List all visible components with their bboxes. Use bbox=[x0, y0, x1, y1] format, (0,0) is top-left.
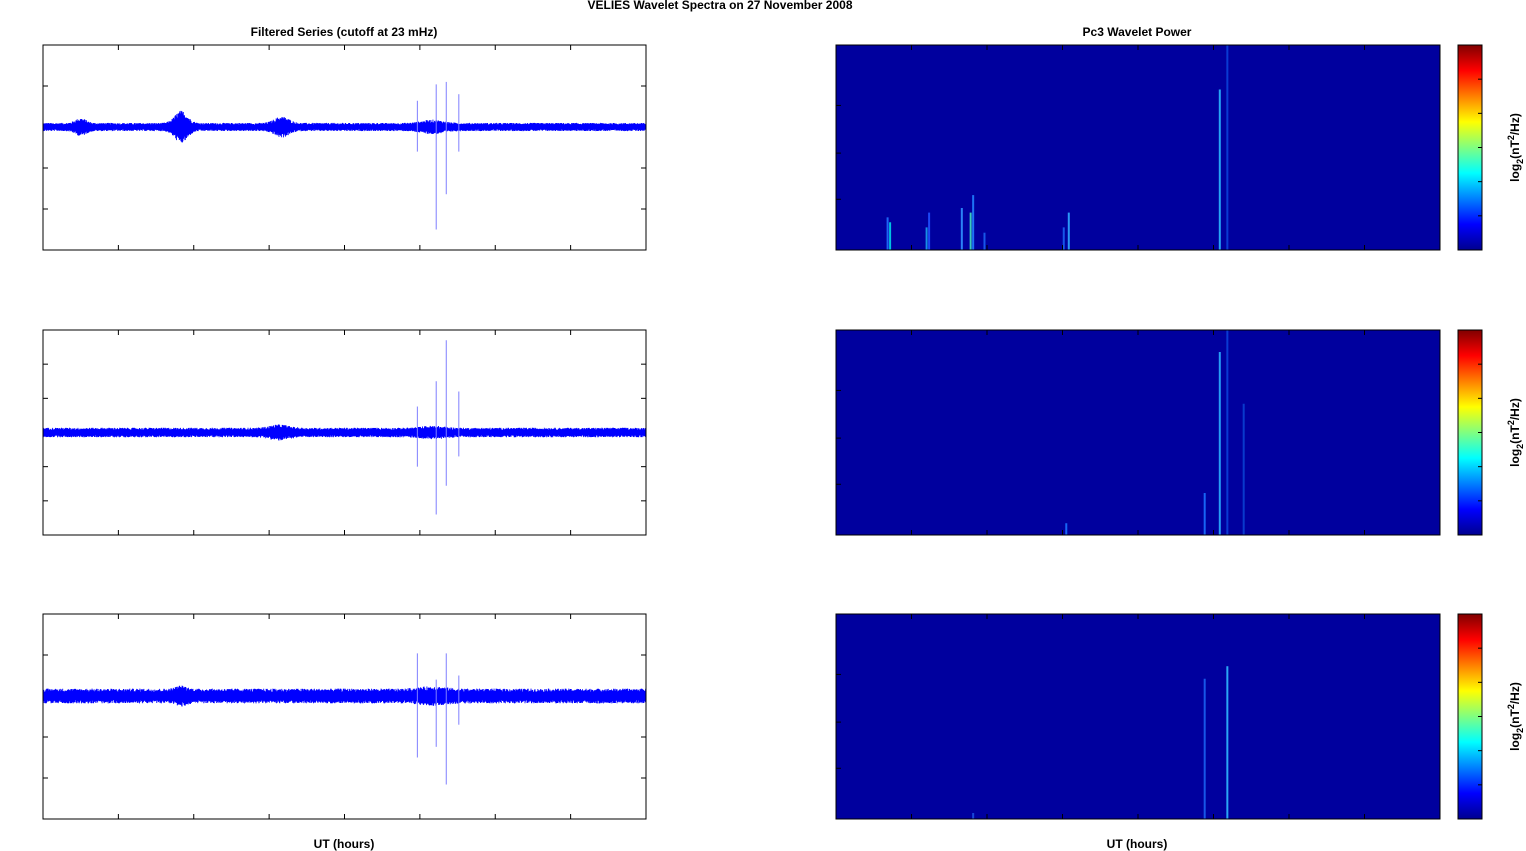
wavelet-y-heatmap-area bbox=[836, 330, 1440, 535]
wavelet-z-power-streak bbox=[1226, 666, 1229, 819]
wavelet-x-heatmap-area bbox=[836, 45, 1440, 250]
series-x-plot-area bbox=[43, 45, 646, 250]
wavelet-x-power-streak bbox=[1062, 227, 1065, 250]
wavelet-x-power-streak bbox=[925, 227, 928, 250]
wavelet-y-power-streak bbox=[1226, 330, 1229, 535]
wavelet-x-colorbar-label-part: /Hz) bbox=[1508, 113, 1522, 135]
wavelet-y-power-streak bbox=[1218, 352, 1221, 535]
wavelet-x-colorbar-label: log2(nT2/Hz) bbox=[1506, 113, 1525, 182]
wavelet-y-colorbar-label-part: 2 bbox=[1506, 420, 1516, 425]
wavelet-y-power-streak bbox=[1065, 523, 1068, 535]
wavelet-z-colorbar-label-part: 2 bbox=[1506, 704, 1516, 709]
wavelet-y-colorbar-label: log2(nT2/Hz) bbox=[1506, 398, 1525, 467]
wavelet-x-power-streak bbox=[969, 212, 972, 250]
wavelet-x-power-streak bbox=[928, 212, 931, 250]
wavelet-y-colorbar-label-part: 2 bbox=[1515, 444, 1525, 449]
wavelet-z-colorbar-label: log2(nT2/Hz) bbox=[1506, 682, 1525, 751]
wavelet-x-power-streak bbox=[889, 222, 892, 250]
wavelet-z-colorbar-label-part: 2 bbox=[1515, 728, 1525, 733]
x-axis-label-left: UT (hours) bbox=[314, 837, 375, 851]
figure-title: VELIES Wavelet Spectra on 27 November 20… bbox=[587, 0, 852, 12]
wavelet-y-colorbar-label-part: /Hz) bbox=[1508, 398, 1522, 420]
wavelet-x-power-streak bbox=[886, 217, 889, 250]
wavelet-x-power-streak bbox=[960, 208, 963, 250]
wavelet-z-colorbar-label-part: /Hz) bbox=[1508, 682, 1522, 704]
wavelet-x-colorbar-label-part: 2 bbox=[1506, 135, 1516, 140]
wavelet-x-colorbar-label-part: 2 bbox=[1515, 159, 1525, 164]
wavelet-y-power-streak bbox=[1203, 493, 1206, 535]
series-z-plot-area bbox=[43, 614, 646, 819]
wavelet-y-colorbar-label-part: (nT bbox=[1508, 425, 1522, 444]
wavelet-x-colorbar-label-part: (nT bbox=[1508, 140, 1522, 159]
right-column-title: Pc3 Wavelet Power bbox=[1083, 25, 1192, 39]
wavelet-z-power-streak bbox=[1203, 678, 1206, 819]
wavelet-x-power-streak bbox=[1226, 45, 1229, 250]
wavelet-x-power-streak bbox=[1218, 89, 1221, 250]
wavelet-x-power-streak bbox=[1067, 212, 1070, 250]
x-axis-label-right: UT (hours) bbox=[1107, 837, 1168, 851]
wavelet-x-colorbar-label-part: log bbox=[1508, 164, 1522, 182]
wavelet-y-colorbar-label-part: log bbox=[1508, 449, 1522, 467]
wavelet-z-heatmap-area bbox=[836, 614, 1440, 819]
wavelet-z-colorbar-label-part: (nT bbox=[1508, 709, 1522, 728]
panels: log2(nT2/Hz)log2(nT2/Hz)log2(nT2/Hz) bbox=[42, 44, 1525, 820]
wavelet-z-colorbar-label-part: log bbox=[1508, 733, 1522, 751]
wavelet-x-power-streak bbox=[983, 232, 986, 250]
left-column-title: Filtered Series (cutoff at 23 mHz) bbox=[251, 25, 438, 39]
wavelet-y-power-streak bbox=[1242, 403, 1245, 535]
wavelet-z-power-streak bbox=[972, 812, 975, 819]
wavelet-x-power-streak bbox=[972, 195, 975, 250]
